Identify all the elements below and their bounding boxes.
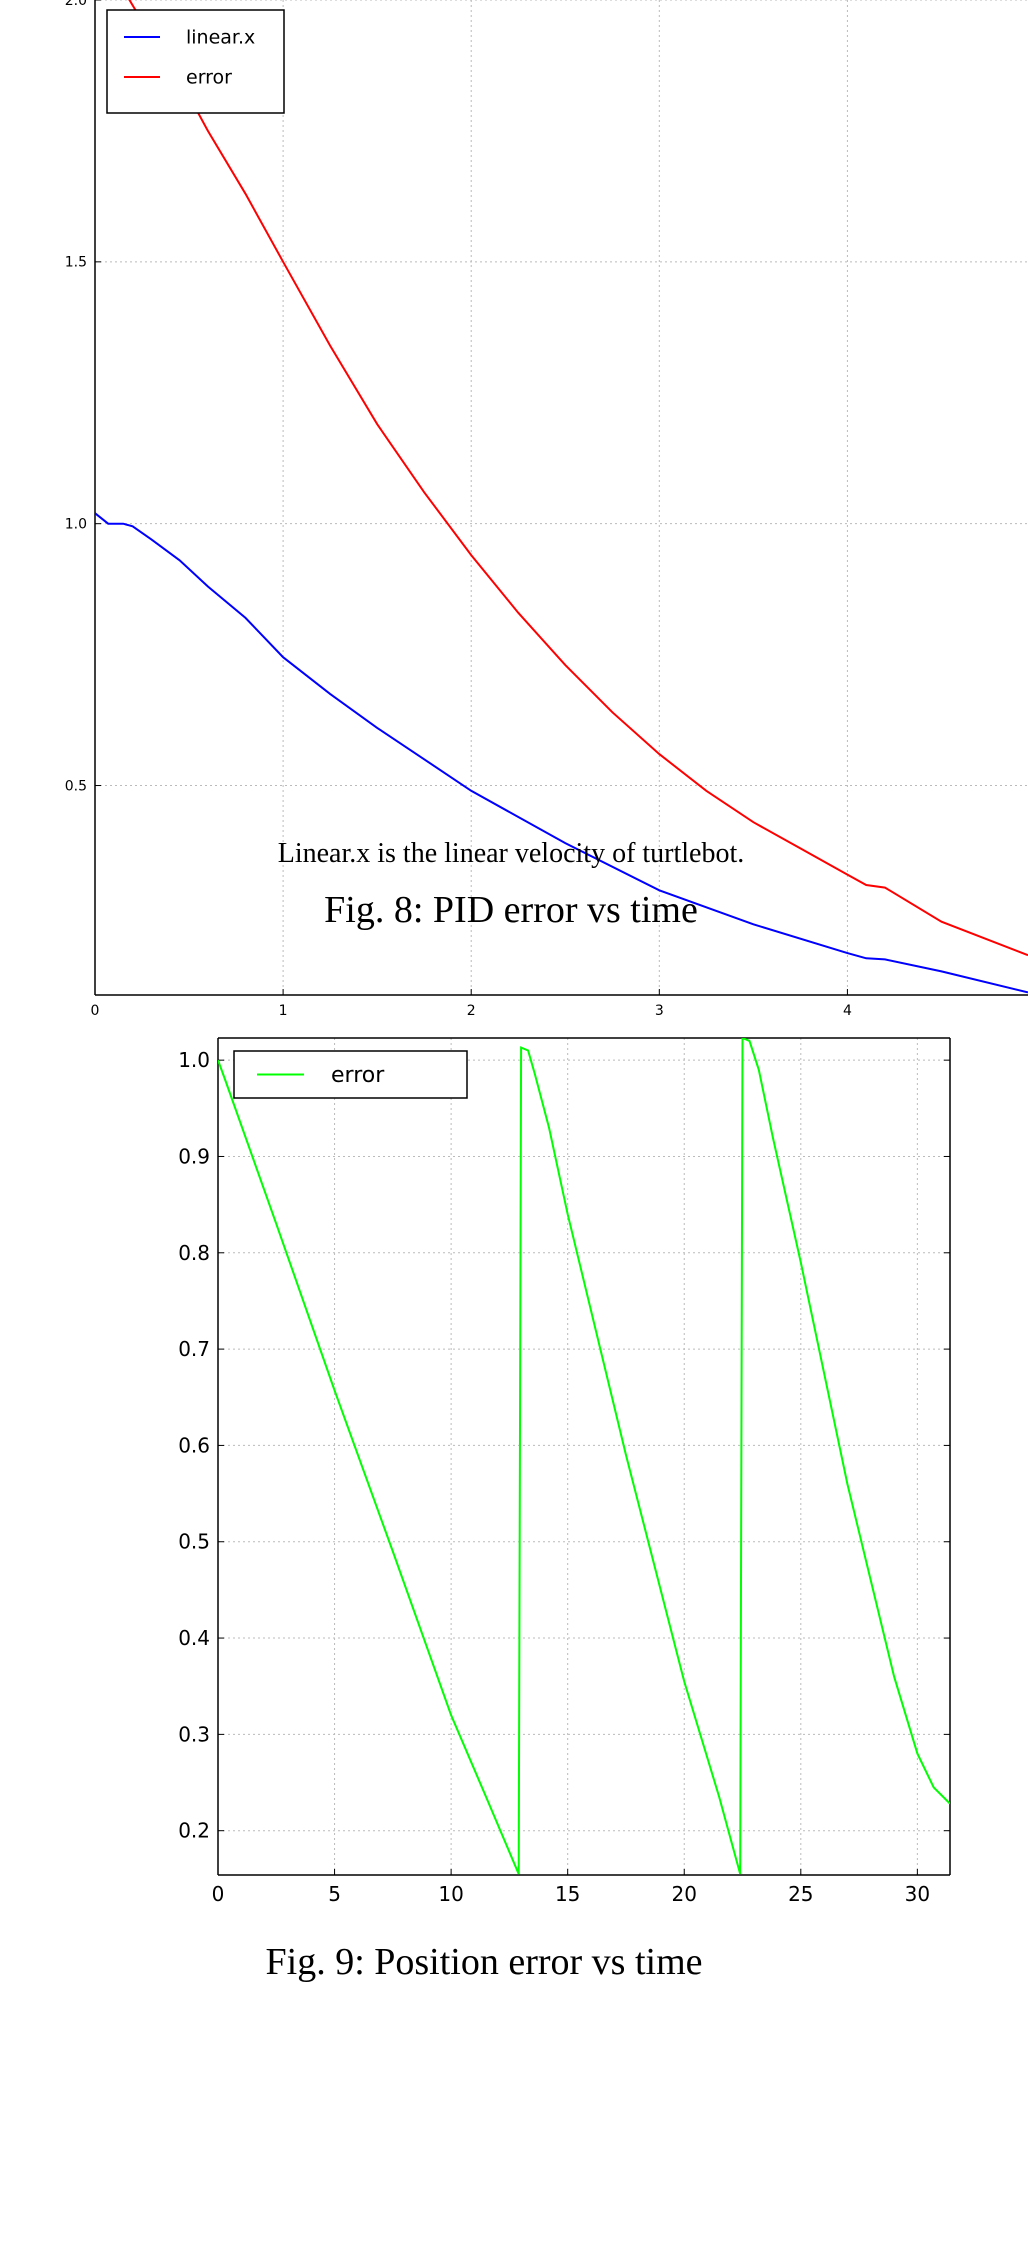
y-tick-label: 1.5 bbox=[65, 255, 87, 271]
series-line-error bbox=[218, 1038, 950, 1875]
legend-label: linear.x bbox=[186, 27, 255, 49]
legend-label: error bbox=[186, 67, 232, 89]
chart-8: 0 1 2 3 4 0.5 1.0 1.5 2.0 linear.x error bbox=[65, 0, 1028, 1019]
x-tick-label: 30 bbox=[905, 1882, 930, 1906]
x-tick-label: 4 bbox=[843, 1003, 852, 1019]
x-tick-label: 0 bbox=[91, 1003, 100, 1019]
y-tick-label: 1.0 bbox=[65, 517, 87, 533]
x-tick-label: 25 bbox=[788, 1882, 813, 1906]
x-tick-label: 10 bbox=[438, 1882, 463, 1906]
series-line-linear-x bbox=[95, 512, 1028, 994]
y-tick-label: 0.8 bbox=[178, 1241, 210, 1265]
x-tick-label: 2 bbox=[467, 1003, 476, 1019]
y-tick-label: 2.0 bbox=[65, 0, 87, 9]
fig8-caption: Fig. 8: PID error vs time bbox=[324, 889, 698, 931]
y-tick-label: 0.6 bbox=[178, 1433, 210, 1457]
x-tick-label: 0 bbox=[212, 1882, 225, 1906]
x-tick-label: 5 bbox=[328, 1882, 341, 1906]
y-tick-label: 0.5 bbox=[65, 778, 87, 794]
x-tick-label: 3 bbox=[655, 1003, 664, 1019]
y-tick-label: 0.3 bbox=[178, 1722, 210, 1746]
y-tick-label: 0.4 bbox=[178, 1626, 210, 1650]
series-line-error bbox=[128, 0, 1028, 957]
y-tick-label: 0.2 bbox=[178, 1819, 210, 1843]
y-tick-label: 0.9 bbox=[178, 1144, 210, 1168]
legend: linear.x error bbox=[106, 9, 285, 114]
legend: error bbox=[233, 1050, 468, 1099]
legend-box bbox=[106, 9, 285, 114]
y-tick-label: 0.5 bbox=[178, 1530, 210, 1554]
x-tick-label: 15 bbox=[555, 1882, 580, 1906]
y-tick-label: 1.0 bbox=[178, 1048, 210, 1072]
legend-label: error bbox=[331, 1063, 385, 1088]
y-tick-label: 0.7 bbox=[178, 1337, 210, 1361]
chart-9: 0 5 10 15 20 25 30 0.2 0.3 0.4 0.5 0.6 0.7 0.8 0.9 1.0 e… bbox=[178, 1037, 951, 1906]
x-tick-label: 1 bbox=[279, 1003, 288, 1019]
x-tick-label: 20 bbox=[672, 1882, 697, 1906]
fig8-note: Linear.x is the linear velocity of turtl… bbox=[277, 838, 745, 869]
fig9-caption: Fig. 9: Position error vs time bbox=[265, 1941, 703, 1983]
